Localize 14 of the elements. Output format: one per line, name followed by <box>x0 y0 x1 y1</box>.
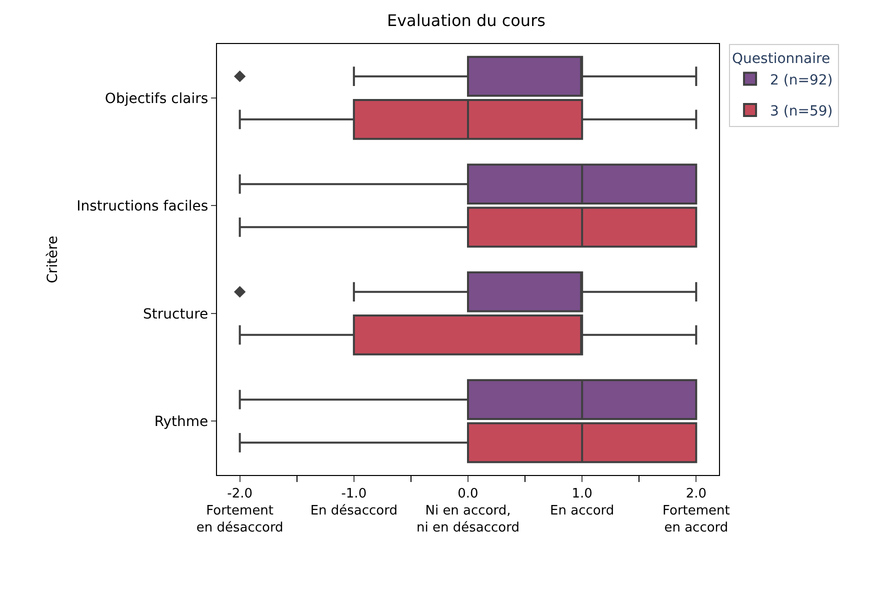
x-tick-label: -1.0 En désaccord <box>310 486 398 518</box>
legend-label: 2 (n=92) <box>770 72 833 88</box>
legend-title: Questionnaire <box>732 51 830 68</box>
y-tick-label: Rythme <box>154 414 208 430</box>
x-tick-label: 0.0 Ni en accord, ni en désaccord <box>416 486 520 536</box>
x-tick-label: 2.0 Fortement en accord <box>662 486 730 536</box>
x-tick-label: 1.0 En accord <box>550 486 614 518</box>
y-tick-label: Instructions faciles <box>76 198 208 215</box>
y-tick-label: Objectifs clairs <box>104 90 208 107</box>
x-tick-label: -2.0 Fortement en désaccord <box>196 486 284 536</box>
chart-title: Evaluation du cours <box>386 11 546 30</box>
y-axis-title: Critère <box>45 236 62 284</box>
y-tick-label: Structure <box>143 306 208 322</box>
legend-label: 3 (n=59) <box>770 103 833 120</box>
